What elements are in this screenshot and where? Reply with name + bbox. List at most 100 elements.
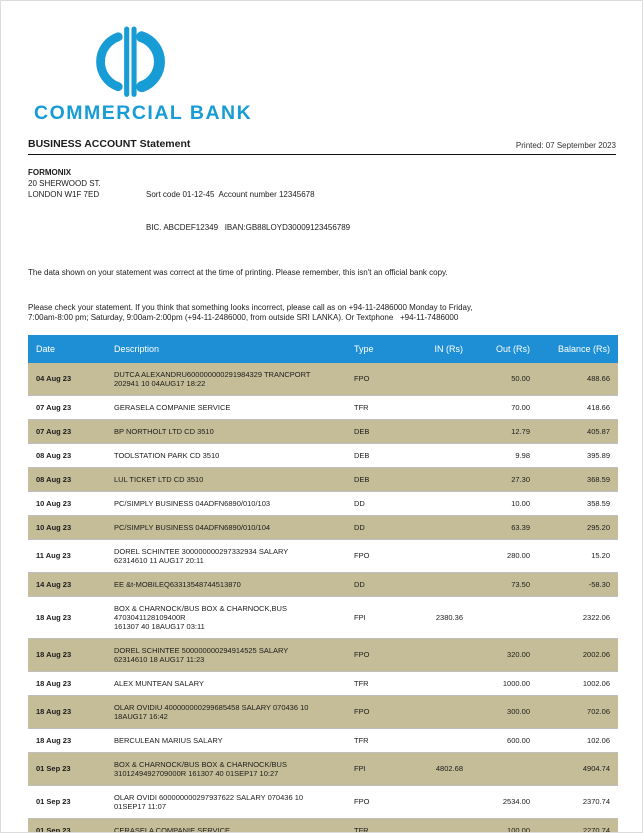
cell-balance: 2002.06: [582, 650, 610, 659]
table-row: 10 Aug 23 PC/SIMPLY BUSINESS 04ADFN6890/0…: [28, 515, 618, 539]
cell-in: [406, 467, 471, 491]
table-row: 18 Aug 23 BOX & CHARNOCK/BUS BOX & CHARNO…: [28, 596, 618, 638]
cell-out: [471, 752, 538, 785]
cell-type: DEB: [354, 426, 370, 436]
cell-in: [406, 419, 471, 443]
table-row: 10 Aug 23 PC/SIMPLY BUSINESS 04ADFN6890/0…: [28, 491, 618, 515]
cell-balance: 418.66: [587, 402, 610, 412]
cell-out: 27.30: [511, 474, 530, 484]
cell-in: [406, 363, 471, 396]
cell-date: 08 Aug 23: [36, 474, 72, 484]
cell-in: [406, 695, 471, 728]
statement-title: BUSINESS ACCOUNT Statement: [28, 138, 191, 150]
cell-in: [406, 671, 471, 695]
cell-balance: 4904.74: [582, 764, 610, 773]
cell-in: 2380.36: [435, 612, 463, 622]
cell-date: 10 Aug 23: [36, 498, 72, 508]
cell-type: TFR: [354, 735, 369, 745]
cell-out: 9.98: [515, 450, 530, 460]
printed-date: Printed: 07 September 2023: [515, 141, 616, 150]
cell-in: [406, 515, 471, 539]
cell-in: [406, 572, 471, 596]
cell-out: 280.00: [507, 551, 530, 560]
table-row: 01 Sep 23 OLAR OVIDI 600000000297937622 S…: [28, 785, 618, 818]
cell-out: 300.00: [507, 707, 530, 716]
cell-out: 1000.00: [502, 678, 530, 688]
table-row: 01 Sep 23 CERASELA COMPANIE SERVICE TFR 100…: [28, 818, 618, 832]
cell-out: 12.79: [511, 426, 530, 436]
cell-type: FPI: [354, 764, 366, 773]
cell-balance: 358.59: [587, 498, 610, 508]
cell-date: 07 Aug 23: [36, 402, 72, 412]
cell-date: 11 Aug 23: [36, 551, 71, 560]
table-row: 01 Sep 23 BOX & CHARNOCK/BUS BOX & CHARNO…: [28, 752, 618, 785]
cell-in: [406, 491, 471, 515]
statement-header: BUSINESS ACCOUNT Statement Printed: 07 S…: [28, 138, 616, 155]
cell-date: 14 Aug 23: [36, 579, 72, 589]
cell-date: 08 Aug 23: [36, 450, 72, 460]
table-row: 14 Aug 23 EE &t-MOBILEQ63313548744513870 D…: [28, 572, 618, 596]
table-row: 07 Aug 23 BP NORTHOLT LTD CD 3510 DEB 12.79…: [28, 419, 618, 443]
cell-description: DUTCA ALEXANDRU600000000291984329 TRANCP…: [114, 369, 311, 388]
transactions-body: 04 Aug 23 DUTCA ALEXANDRU6000000002919843…: [28, 362, 618, 832]
cell-in: 4802.68: [435, 764, 463, 773]
table-row: 04 Aug 23 DUTCA ALEXANDRU6000000002919843…: [28, 362, 618, 396]
cell-date: 18 Aug 23: [36, 650, 72, 659]
cell-out: 63.39: [511, 522, 530, 532]
cell-description: DOREL SCHINTEE 500000000294914525 SALARY…: [114, 645, 289, 664]
cell-balance: 1002.06: [582, 678, 610, 688]
cell-out: 73.50: [511, 579, 530, 589]
transactions-table: Date Description Type IN (Rs) Out (Rs) B…: [28, 334, 618, 832]
cell-date: 10 Aug 23: [36, 522, 72, 532]
cell-balance: 102.06: [587, 735, 610, 745]
cell-type: DD: [354, 522, 365, 532]
header-date: Date: [28, 334, 106, 363]
address-line-1: 20 SHERWOOD ST.: [28, 179, 101, 188]
cell-type: FPO: [354, 551, 370, 560]
cell-balance: 15.20: [591, 551, 610, 560]
cell-out: 320.00: [507, 650, 530, 659]
cell-description: EE &t-MOBILEQ63313548744513870: [114, 579, 241, 589]
header-description: Description: [106, 334, 346, 363]
cell-balance: 2370.74: [582, 797, 610, 806]
cell-balance: 702.06: [587, 707, 610, 716]
account-holder-address: FORMONIX 20 SHERWOOD ST. LONDON W1F 7ED: [28, 167, 146, 255]
table-row: 18 Aug 23 OLAR OVIDIU 400000000299685458 …: [28, 695, 618, 728]
cell-date: 18 Aug 23: [36, 735, 72, 745]
table-row: 07 Aug 23 GERASELA COMPANIE SERVICE TFR 70.…: [28, 395, 618, 419]
cell-description: PC/SIMPLY BUSINESS 04ADFN6890/010/103: [114, 498, 271, 508]
address-line-2: LONDON W1F 7ED: [28, 190, 100, 199]
table-row: 08 Aug 23 TOOLSTATION PARK CD 3510 DEB 9.98…: [28, 443, 618, 467]
cell-description: TOOLSTATION PARK CD 3510: [114, 450, 220, 460]
cell-type: DD: [354, 498, 365, 508]
bank-logo: COMMERCIAL BANK: [34, 25, 616, 125]
cell-description: BOX & CHARNOCK/BUS BOX & CHARNOCK,BUS 47…: [114, 603, 287, 631]
table-row: 18 Aug 23 BERCULEAN MARIUS SALARY TFR 600.0…: [28, 728, 618, 752]
cell-in: [406, 785, 471, 818]
account-holder: FORMONIX: [28, 168, 72, 177]
cell-type: DEB: [354, 474, 370, 484]
cell-type: FPO: [354, 374, 370, 383]
cell-description: DOREL SCHINTEE 300000000297332934 SALARY…: [114, 546, 289, 565]
check-statement-notice: Please check your statement. If you thin…: [28, 302, 475, 323]
cell-out: 600.00: [507, 735, 530, 745]
cell-out: [471, 596, 538, 638]
cell-description: OLAR OVIDIU 400000000299685458 SALARY 07…: [114, 702, 309, 721]
cell-balance: 395.89: [587, 450, 610, 460]
cell-balance: 368.59: [587, 474, 610, 484]
data-correct-notice: The data shown on your statement was cor…: [28, 268, 448, 277]
header-out: Out (Rs): [471, 334, 538, 363]
cell-date: 04 Aug 23: [36, 374, 72, 383]
cell-description: PC/SIMPLY BUSINESS 04ADFN6890/010/104: [114, 522, 271, 532]
table-row: 18 Aug 23 DOREL SCHINTEE 5000000002949145…: [28, 638, 618, 671]
cell-description: BERCULEAN MARIUS SALARY: [114, 735, 223, 745]
cell-date: 18 Aug 23: [36, 707, 72, 716]
cell-description: LUL TICKET LTD CD 3510: [114, 474, 204, 484]
table-row: 08 Aug 23 LUL TICKET LTD CD 3510 DEB 27.30 3…: [28, 467, 618, 491]
bic-iban-line: BIC. ABCDEF12349 IBAN:GB88LOYD3000912345…: [146, 223, 351, 232]
cell-in: [406, 539, 471, 572]
bank-name: COMMERCIAL BANK: [34, 102, 253, 124]
cell-description: GERASELA COMPANIE SERVICE: [114, 402, 231, 412]
cell-date: 01 Sep 23: [36, 797, 71, 806]
